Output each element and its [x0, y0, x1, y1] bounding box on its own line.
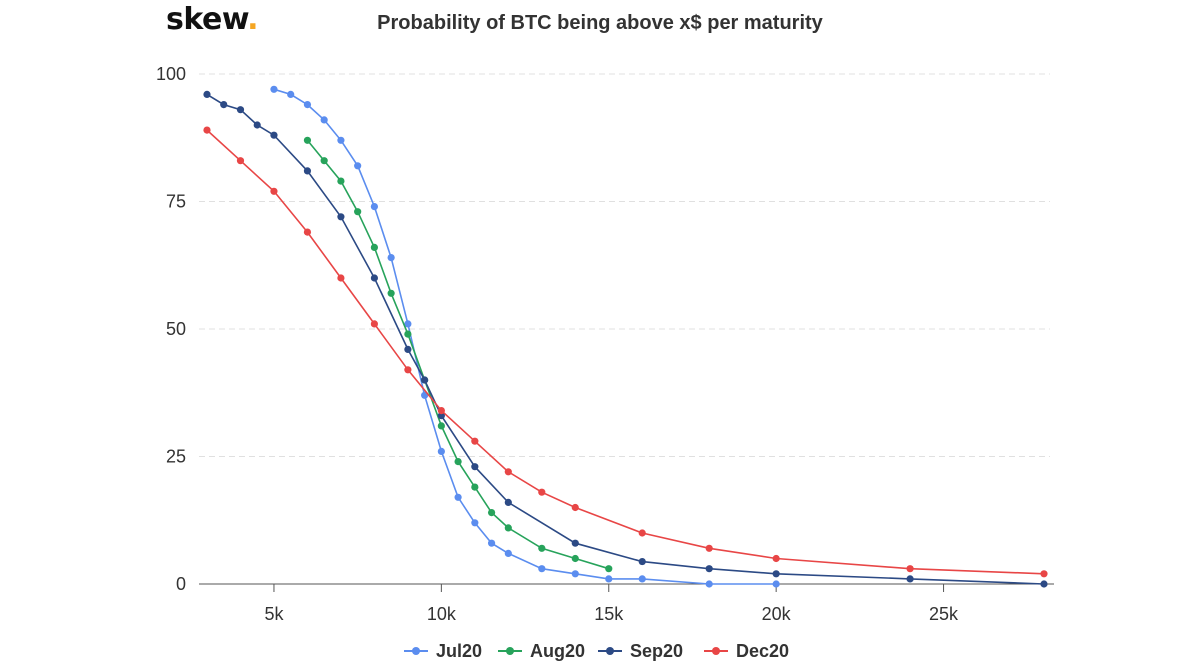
y-tick-label: 0: [176, 574, 186, 594]
data-point-aug20: [538, 544, 546, 552]
data-point-dec20: [236, 157, 245, 165]
data-point-jul20: [404, 320, 412, 328]
data-point-aug20: [504, 524, 512, 532]
data-point-sep20: [236, 106, 245, 114]
data-point-jul20: [772, 580, 780, 588]
legend-item-sep20[interactable]: Sep20: [630, 641, 683, 661]
data-point-sep20: [1040, 580, 1048, 588]
y-tick-label: 25: [166, 447, 186, 467]
y-tick-label: 100: [156, 64, 186, 84]
data-point-aug20: [454, 458, 462, 466]
x-tick-label: 5k: [264, 604, 284, 624]
data-point-jul20: [287, 90, 295, 98]
data-point-sep20: [471, 463, 479, 471]
legend-item-aug20[interactable]: Aug20: [530, 641, 585, 661]
data-point-dec20: [705, 544, 713, 552]
data-point-aug20: [354, 208, 362, 216]
y-tick-label: 50: [166, 319, 186, 339]
x-tick-label: 25k: [929, 604, 959, 624]
data-point-dec20: [772, 554, 780, 563]
data-point-aug20: [437, 422, 445, 430]
logo-dot: .: [247, 2, 259, 37]
data-point-sep20: [906, 575, 914, 583]
x-tick-label: 15k: [594, 604, 624, 624]
data-point-aug20: [370, 243, 378, 251]
data-point-jul20: [705, 580, 713, 588]
data-point-jul20: [437, 447, 445, 455]
data-point-sep20: [220, 101, 228, 109]
data-point-jul20: [638, 575, 646, 583]
data-point-aug20: [487, 508, 496, 517]
data-point-sep20: [203, 90, 211, 98]
y-tick-label: 75: [166, 192, 186, 212]
chart-title: Probability of BTC being above x$ per ma…: [377, 12, 823, 34]
data-point-jul20: [270, 85, 278, 93]
legend-swatch-dot[interactable]: [712, 647, 720, 655]
data-point-dec20: [203, 126, 211, 134]
x-tick-label: 10k: [427, 604, 457, 624]
data-point-dec20: [1040, 570, 1048, 578]
data-point-sep20: [504, 498, 512, 506]
data-point-sep20: [270, 131, 278, 139]
data-point-sep20: [571, 539, 579, 547]
data-point-jul20: [605, 575, 613, 583]
data-point-dec20: [571, 503, 579, 512]
data-point-sep20: [253, 121, 261, 129]
data-point-jul20: [504, 549, 512, 558]
data-point-dec20: [437, 407, 445, 415]
data-point-jul20: [487, 539, 496, 547]
data-point-aug20: [387, 289, 395, 297]
series-line-aug20: [306, 139, 610, 570]
data-point-jul20: [571, 570, 579, 578]
logo-text: skew: [166, 2, 248, 37]
data-point-aug20: [303, 136, 312, 144]
data-point-sep20: [303, 167, 312, 175]
data-point-sep20: [404, 345, 412, 353]
series-line-sep20: [206, 93, 1045, 585]
data-point-jul20: [471, 519, 479, 527]
data-point-dec20: [303, 228, 312, 236]
legend-swatch-dot[interactable]: [506, 647, 514, 655]
data-point-jul20: [320, 116, 328, 124]
data-point-dec20: [638, 529, 646, 537]
legend-item-dec20[interactable]: Dec20: [736, 641, 789, 661]
data-point-sep20: [337, 213, 345, 221]
data-point-sep20: [421, 376, 429, 384]
data-point-jul20: [303, 101, 312, 109]
data-point-aug20: [471, 483, 479, 491]
data-point-aug20: [320, 157, 328, 165]
data-point-jul20: [337, 136, 345, 144]
series-line-jul20: [273, 88, 777, 585]
data-point-sep20: [437, 412, 445, 420]
data-point-dec20: [270, 187, 278, 195]
skew-logo: skew.: [166, 2, 259, 37]
data-point-dec20: [504, 468, 512, 476]
legend-swatch-dot[interactable]: [412, 647, 420, 655]
data-point-jul20: [454, 493, 462, 501]
data-point-jul20: [387, 254, 395, 262]
data-point-aug20: [571, 554, 579, 563]
series-line-dec20: [206, 129, 1045, 575]
data-point-jul20: [370, 203, 378, 211]
legend-item-jul20[interactable]: Jul20: [436, 641, 482, 661]
data-point-dec20: [404, 366, 412, 374]
data-point-aug20: [605, 565, 613, 573]
legend-swatch-dot[interactable]: [606, 647, 614, 655]
data-point-sep20: [638, 557, 646, 566]
data-point-dec20: [906, 565, 914, 573]
data-point-jul20: [354, 162, 362, 170]
data-point-dec20: [471, 437, 479, 445]
data-point-aug20: [404, 330, 412, 338]
data-point-aug20: [337, 177, 345, 185]
x-tick-label: 20k: [762, 604, 792, 624]
data-point-dec20: [538, 488, 546, 496]
data-point-dec20: [337, 274, 345, 282]
data-point-sep20: [705, 565, 713, 573]
data-point-sep20: [772, 570, 780, 578]
data-point-dec20: [370, 320, 378, 328]
data-point-sep20: [370, 274, 378, 282]
data-point-jul20: [538, 565, 546, 573]
